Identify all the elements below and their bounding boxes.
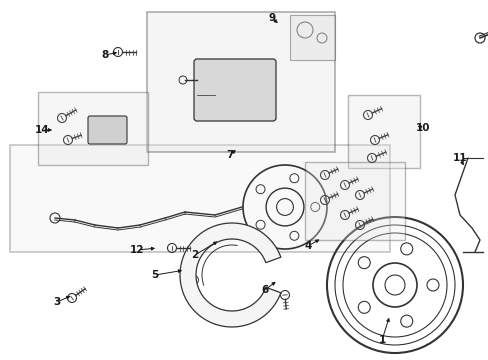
Text: 9: 9 (268, 13, 275, 23)
Text: 8: 8 (101, 50, 108, 60)
Bar (347, 95, 419, 168)
Text: 4: 4 (304, 241, 311, 251)
Bar (38, 92, 148, 165)
Text: 3: 3 (53, 297, 61, 307)
Text: 5: 5 (151, 270, 158, 280)
Bar (289, 15, 334, 60)
Text: 14: 14 (35, 125, 49, 135)
Bar (10, 145, 389, 252)
Text: 10: 10 (415, 123, 429, 133)
Text: 1: 1 (378, 335, 385, 345)
FancyBboxPatch shape (194, 59, 275, 121)
Circle shape (226, 72, 263, 108)
Text: 7: 7 (226, 150, 233, 160)
Bar (147, 12, 334, 152)
Text: 2: 2 (191, 250, 198, 260)
Text: 12: 12 (129, 245, 144, 255)
Text: 6: 6 (261, 285, 268, 295)
Bar (305, 162, 404, 240)
Text: 11: 11 (452, 153, 467, 163)
Polygon shape (180, 223, 280, 327)
FancyBboxPatch shape (88, 116, 127, 144)
